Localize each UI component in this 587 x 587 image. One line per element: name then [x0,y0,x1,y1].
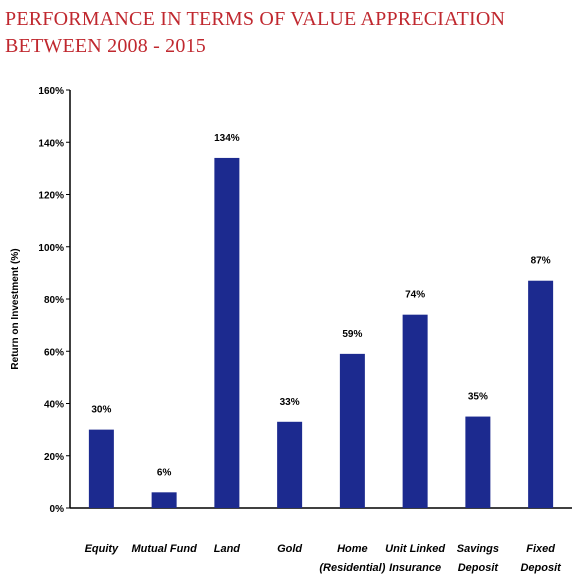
x-tick-label: Deposit [520,562,562,574]
y-tick-label: 160% [38,86,64,97]
x-tick-label: Deposit [458,562,500,574]
y-tick-label: 80% [44,295,64,306]
x-tick-label: Mutual Fund [131,543,197,555]
y-tick-label: 100% [38,243,64,254]
x-tick-label: Fixed [526,543,555,555]
bar [402,314,428,508]
x-tick-label: Savings [457,543,499,555]
data-label: 134% [214,133,240,144]
bar [528,280,554,508]
data-label: 74% [405,290,425,301]
data-label: 87% [531,256,551,267]
x-tick-label: Gold [277,543,302,555]
data-label: 33% [280,397,300,408]
x-tick-label: Unit Linked [385,543,445,555]
bar [465,416,491,508]
bar [151,492,177,508]
y-tick-label: 120% [38,191,64,202]
bar [88,429,114,508]
y-tick-label: 0% [50,504,65,515]
x-tick-label: Equity [85,543,119,555]
x-tick-label: (Residential) [319,562,385,574]
data-label: 30% [91,405,111,416]
x-tick-label: Home [337,543,368,555]
data-label: 6% [157,467,172,478]
data-label: 59% [342,329,362,340]
x-tick-label: Insurance [389,562,441,574]
chart-title-line-2: BETWEEN 2008 - 2015 [5,35,206,57]
data-label: 35% [468,392,488,403]
bar [214,157,240,509]
x-tick-label: Land [214,543,241,555]
y-tick-label: 20% [44,452,64,463]
bar [339,353,365,508]
y-axis-title: Return on Investment (%) [10,248,21,369]
chart-title: PERFORMANCE IN TERMS OF VALUE APPRECIATI… [5,6,565,60]
bar [277,421,303,508]
y-tick-label: 40% [44,400,64,411]
y-tick-label: 140% [38,138,64,149]
y-tick-label: 60% [44,347,64,358]
chart-title-line-1: PERFORMANCE IN TERMS OF VALUE APPRECIATI… [5,8,506,30]
